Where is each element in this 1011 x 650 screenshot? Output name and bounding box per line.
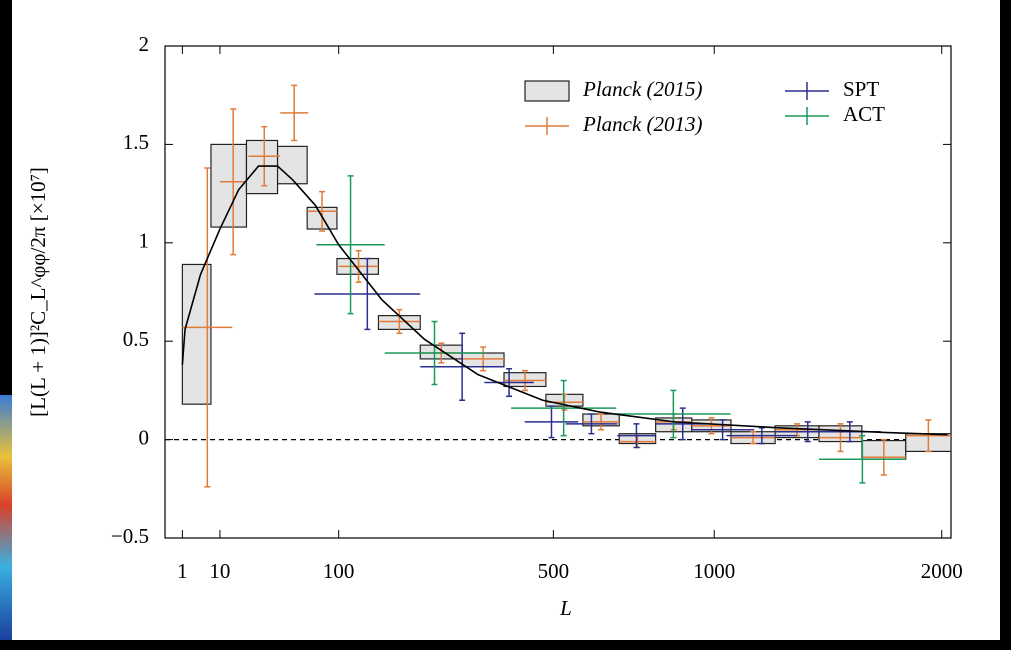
error-point [726,427,798,445]
y-tick-label: −0.5 [111,524,149,548]
error-point [819,423,862,453]
theory-curve [181,165,948,436]
y-tick-label: 1 [139,229,150,253]
y-tick-label: 1.5 [123,130,149,154]
error-point [819,421,881,443]
x-tick-label: 2000 [921,559,963,583]
error-point [504,369,546,392]
y-tick-label: 0 [139,425,150,449]
legend-label: Planck (2015) [582,77,703,101]
background-strip [0,395,12,640]
error-point [731,430,776,445]
x-tick-label: 10 [209,559,230,583]
legend-entry: SPT [785,77,879,101]
x-tick-label: 500 [538,559,570,583]
error-point [691,417,732,435]
error-point [582,413,620,431]
error-point [307,190,337,232]
legend-entry: Planck (2015) [524,77,703,102]
legend-label: Planck (2013) [582,112,703,136]
y-tick-label: 0.5 [123,327,149,351]
error-point [280,84,309,142]
legend-label: SPT [843,77,879,101]
error-point [511,379,617,437]
legend-entry: Planck (2013) [525,112,703,136]
error-point [384,320,485,386]
x-tick-label: 1 [177,559,188,583]
box [276,145,308,185]
box [245,139,279,195]
error-point [819,434,906,484]
x-tick-label: 1000 [693,559,735,583]
error-point [314,257,421,331]
error-point [182,167,233,488]
box [210,143,248,228]
error-point [616,389,731,439]
error-point [524,405,579,439]
plot-frame [164,45,952,539]
legend-entry: ACT [785,102,885,126]
error-point [861,438,906,476]
error-point [617,423,656,449]
error-point [248,125,281,187]
error-point [219,108,247,256]
legend-label: ACT [843,102,885,126]
error-point [565,413,618,435]
error-point [338,249,379,283]
error-point [316,175,385,315]
legend-swatch [524,80,570,102]
error-point [378,308,421,335]
y-axis-label: [L(L + 1)]²C_L^φφ/2π [×10⁷] [26,167,50,417]
error-point [905,419,951,453]
error-point [484,368,534,398]
x-axis-label: L [559,596,572,620]
y-tick-label: 2 [139,32,150,56]
error-point [420,332,505,401]
panel [12,0,1000,640]
x-tick-label: 100 [323,559,355,583]
error-point [690,419,755,441]
